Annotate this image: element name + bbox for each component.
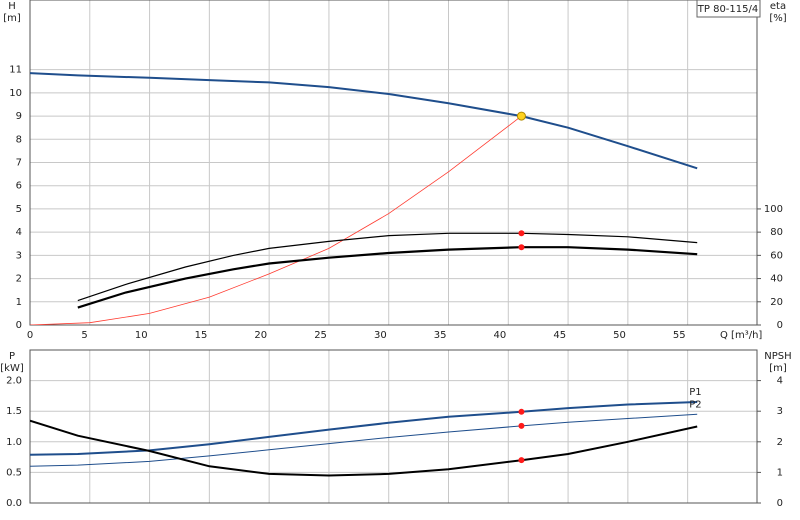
operating-point: [518, 422, 525, 429]
chart-title: TP 80-115/4: [697, 4, 758, 15]
x-tick-label: 15: [195, 330, 208, 341]
y-tick-label: 8: [16, 134, 22, 145]
operating-point: [518, 244, 525, 251]
y-tick-label: 5: [16, 204, 22, 215]
y-tick-label: 2: [16, 274, 22, 285]
x-tick-label: 50: [613, 330, 626, 341]
x-tick-label: 45: [553, 330, 566, 341]
y-tick-label: 3: [16, 250, 22, 261]
y-tick-label: 4: [16, 227, 22, 238]
y-axis-label: [m]: [3, 13, 21, 24]
y-tick-label: 1.0: [6, 437, 22, 448]
x-tick-label: 0: [27, 330, 33, 341]
operating-point: [516, 111, 526, 121]
y-tick-label: 1: [16, 297, 22, 308]
y-tick-label: 0.5: [6, 467, 22, 478]
curve: [77, 246, 698, 309]
curve: [30, 115, 522, 325]
y2-tick-label: 1: [777, 467, 783, 478]
x-tick-label: 25: [314, 330, 327, 341]
y-tick-label: 7: [16, 158, 22, 169]
series-label: P2: [689, 399, 701, 410]
curve: [77, 232, 698, 302]
operating-point: [518, 457, 525, 464]
x-tick-label: 55: [673, 330, 686, 341]
x-tick-label: 20: [254, 330, 267, 341]
y-tick-label: 11: [9, 65, 22, 76]
y-axis-label: H: [8, 1, 16, 12]
curve: [30, 413, 698, 467]
operating-point: [518, 408, 525, 415]
series-label: P1: [689, 387, 701, 398]
y2-axis-label: eta: [770, 1, 786, 12]
y2-axis-label: [%]: [769, 13, 786, 24]
title-box: [696, 0, 761, 18]
y2-tick-label: 2: [777, 437, 783, 448]
y-tick-label: 1.5: [6, 406, 22, 417]
y-tick-label: 9: [16, 111, 22, 122]
y2-axis-label: [m]: [769, 363, 787, 374]
y-axis-label: P: [9, 351, 15, 362]
plot-frame: [29, 349, 758, 504]
y2-tick-label: 0: [777, 320, 783, 331]
y2-tick-label: 4: [777, 376, 783, 387]
x-tick-label: 30: [374, 330, 387, 341]
y2-tick-label: 20: [770, 297, 783, 308]
x-axis-label: Q [m³/h]: [720, 330, 762, 341]
plot-frame: [29, 0, 758, 326]
y-tick-label: 0.0: [6, 498, 22, 509]
curve: [30, 419, 698, 477]
curve: [30, 72, 698, 170]
y2-tick-label: 0: [777, 498, 783, 509]
y2-tick-label: 100: [764, 204, 783, 215]
operating-point: [518, 230, 525, 237]
y-tick-label: 10: [9, 88, 22, 99]
y2-axis-label: NPSH: [764, 351, 791, 362]
x-tick-label: 5: [81, 330, 87, 341]
y2-tick-label: 80: [770, 227, 783, 238]
x-tick-label: 10: [135, 330, 148, 341]
y2-tick-label: 60: [770, 250, 783, 261]
curve: [30, 401, 698, 456]
y2-tick-label: 3: [777, 406, 783, 417]
x-tick-label: 35: [434, 330, 447, 341]
y-axis-label: [kW]: [0, 363, 24, 374]
y-tick-label: 6: [16, 181, 22, 192]
y2-tick-label: 40: [770, 274, 783, 285]
y-tick-label: 0: [16, 320, 22, 331]
x-tick-label: 40: [494, 330, 507, 341]
y-tick-label: 2.0: [6, 376, 22, 387]
